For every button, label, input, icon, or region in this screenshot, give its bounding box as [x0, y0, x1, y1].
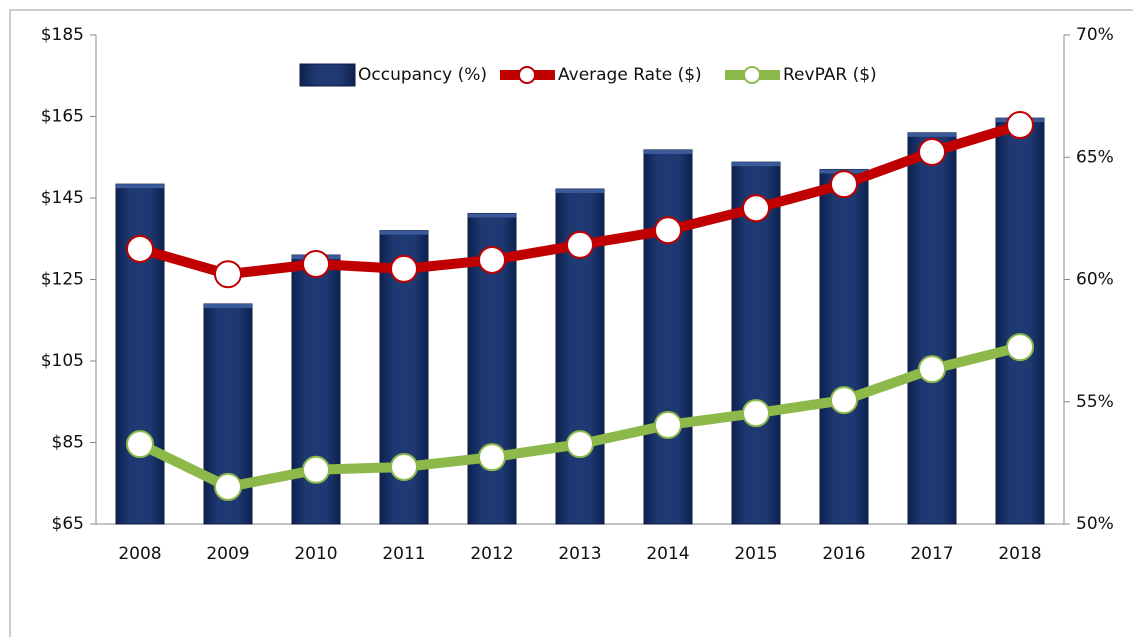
x-tick-label: 2012: [470, 544, 513, 564]
x-tick-label: 2009: [206, 544, 249, 564]
bar: [819, 168, 869, 525]
x-tick-label: 2015: [734, 544, 777, 564]
marker: [830, 170, 858, 199]
x-tick-label: 2017: [910, 544, 953, 564]
marker: [566, 230, 594, 259]
bar-cap: [380, 230, 428, 235]
marker: [1006, 111, 1034, 140]
marker: [830, 386, 858, 415]
marker: [654, 216, 682, 245]
y-tick-label: $145: [41, 188, 84, 208]
bar: [995, 117, 1045, 525]
bar: [643, 149, 693, 525]
marker: [918, 355, 946, 384]
marker: [126, 234, 154, 263]
marker: [126, 430, 154, 459]
x-tick-label: 2014: [646, 544, 689, 564]
y2-tick-label: 60%: [1076, 270, 1114, 290]
bar-cap: [732, 162, 780, 167]
frame: [9, 9, 1133, 637]
x-tick-label: 2013: [558, 544, 601, 564]
y2-tick-label: 70%: [1076, 25, 1114, 45]
marker: [566, 430, 594, 459]
marker: [302, 250, 330, 279]
marker: [918, 137, 946, 166]
legend-label: Occupancy (%): [358, 65, 487, 85]
y2-tick-label: 55%: [1076, 392, 1114, 412]
y2-tick-label: 65%: [1076, 147, 1114, 167]
marker: [214, 472, 242, 501]
marker: [1006, 333, 1034, 362]
x-tick-label: 2010: [294, 544, 337, 564]
y-tick-label: $185: [41, 25, 84, 45]
marker: [654, 410, 682, 439]
marker: [742, 194, 770, 223]
marker: [390, 452, 418, 481]
y2-tick-label: 50%: [1076, 514, 1114, 534]
legend-label: RevPAR ($): [783, 65, 877, 85]
y-tick-label: $165: [41, 107, 84, 127]
bar-cap: [556, 189, 604, 194]
marker: [478, 443, 506, 472]
bar: [907, 132, 957, 525]
y-tick-label: $85: [52, 433, 84, 453]
bar-cap: [908, 132, 956, 137]
legend-marker: [743, 66, 761, 84]
bar-cap: [204, 303, 252, 308]
y-tick-label: $125: [41, 270, 84, 290]
marker: [478, 245, 506, 274]
bar-cap: [116, 184, 164, 189]
marker: [742, 399, 770, 428]
bar-cap: [468, 213, 516, 218]
legend-swatch: [299, 63, 356, 87]
y-tick-label: $65: [52, 514, 84, 534]
x-tick-label: 2011: [382, 544, 425, 564]
y-tick-label: $105: [41, 351, 84, 371]
marker: [302, 455, 330, 484]
legend-label: Average Rate ($): [558, 65, 702, 85]
marker: [214, 260, 242, 289]
x-tick-label: 2016: [822, 544, 865, 564]
x-tick-label: 2018: [998, 544, 1041, 564]
bar-cap: [644, 149, 692, 154]
marker: [390, 254, 418, 283]
legend-marker: [518, 66, 536, 84]
x-tick-label: 2008: [118, 544, 161, 564]
